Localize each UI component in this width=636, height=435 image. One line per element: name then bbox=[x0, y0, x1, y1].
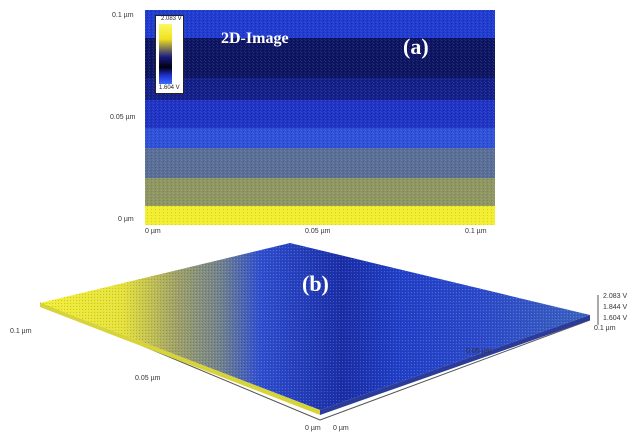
horizontal-bands bbox=[145, 10, 495, 225]
x-tick-left: 0 µm bbox=[145, 228, 161, 235]
y-tick-top: 0.1 µm bbox=[112, 12, 134, 19]
left-axis-end-label: 0.1 µm bbox=[10, 328, 32, 335]
y-tick-bottom: 0 µm bbox=[118, 216, 134, 223]
origin-left-label: 0 µm bbox=[305, 425, 321, 432]
colorbar-min-label: 1.604 V bbox=[159, 85, 180, 91]
panel-a-title: 2D-Image bbox=[221, 30, 289, 47]
panel-b-3d-surface: (b) 2.083 V 1.844 V 1.604 V 0.1 µm 0.1 µ… bbox=[0, 235, 636, 435]
surface-right-edge bbox=[320, 315, 590, 415]
panel-a-tag: (a) bbox=[403, 34, 429, 59]
x-tick-mid: 0.05 µm bbox=[305, 228, 331, 235]
panel-a-2d-image: 2.083 V 1.604 V 2D-Image (a) bbox=[145, 10, 495, 225]
colorbar-max-label: 2.083 V bbox=[161, 16, 182, 22]
colorbar-legend: 2.083 V 1.604 V bbox=[155, 15, 184, 94]
z-tick-bottom: 1.604 V bbox=[603, 315, 628, 322]
colorbar-gradient bbox=[159, 24, 172, 84]
3d-surface-plot bbox=[39, 243, 599, 421]
right-axis-line bbox=[319, 319, 591, 421]
surface-front-edge bbox=[40, 303, 320, 415]
2d-image-map bbox=[145, 10, 495, 225]
right-axis-end-label: 0.1 µm bbox=[594, 325, 616, 332]
right-axis-mid-label: 0.05 µm bbox=[466, 348, 492, 355]
z-tick-mid: 1.844 V bbox=[603, 304, 628, 311]
x-tick-right: 0.1 µm bbox=[465, 228, 487, 235]
z-tick-top: 2.083 V bbox=[603, 293, 628, 300]
left-axis-mid-label: 0.05 µm bbox=[135, 375, 161, 382]
origin-right-label: 0 µm bbox=[333, 425, 349, 432]
panel-b-tag: (b) bbox=[302, 271, 329, 296]
y-tick-mid: 0.05 µm bbox=[110, 114, 136, 121]
